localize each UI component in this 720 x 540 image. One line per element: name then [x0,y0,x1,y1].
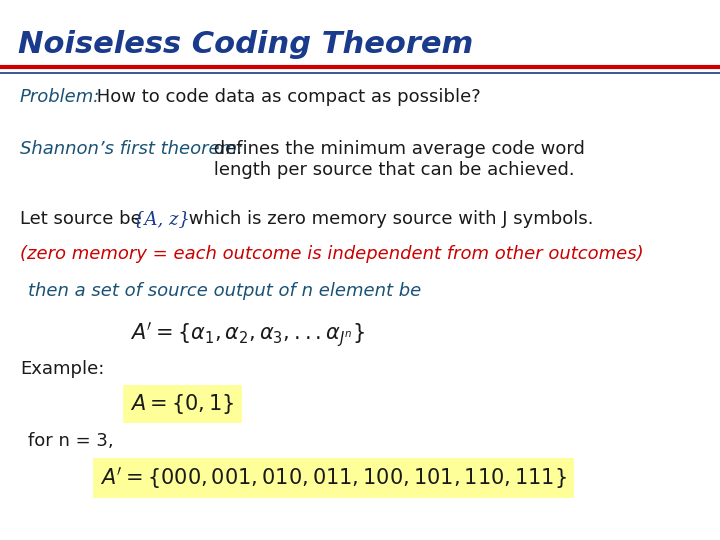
Text: Problem:: Problem: [20,88,100,106]
Text: defines the minimum average code word
 length per source that can be achieved.: defines the minimum average code word le… [208,140,585,179]
Text: $A' = \{000,001,010,011,100,101,110,111\}$: $A' = \{000,001,010,011,100,101,110,111\… [100,465,567,491]
Text: How to code data as compact as possible?: How to code data as compact as possible? [91,88,481,106]
Text: for n = 3,: for n = 3, [28,432,114,450]
Text: {A, z}: {A, z} [133,210,190,228]
Text: which is zero memory source with J symbols.: which is zero memory source with J symbo… [183,210,593,228]
Text: Noiseless Coding Theorem: Noiseless Coding Theorem [18,30,473,59]
Text: (zero memory = each outcome is independent from other outcomes): (zero memory = each outcome is independe… [20,245,644,263]
Text: then a set of source output of n element be: then a set of source output of n element… [28,282,421,300]
Text: Shannon’s first theorem:: Shannon’s first theorem: [20,140,243,158]
Text: $A = \{0,1\}$: $A = \{0,1\}$ [130,392,234,416]
Text: Let source be: Let source be [20,210,148,228]
Text: Example:: Example: [20,360,104,378]
Text: $A' = \{\alpha_1, \alpha_2, \alpha_3,...\alpha_{J^n}\}$: $A' = \{\alpha_1, \alpha_2, \alpha_3,...… [130,320,365,349]
